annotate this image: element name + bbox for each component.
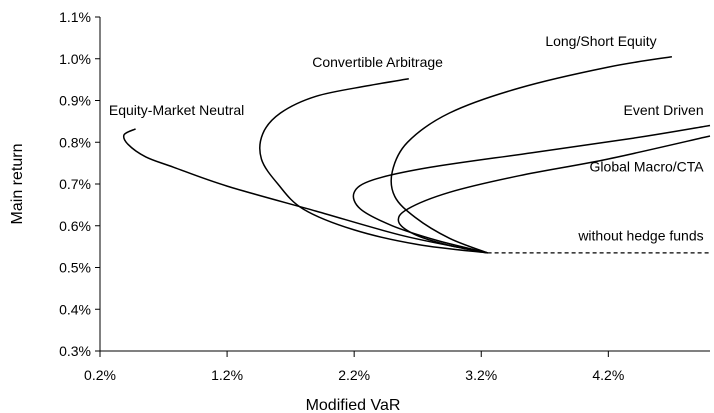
y-tick-label: 0.4% bbox=[59, 301, 91, 317]
y-tick-label: 0.7% bbox=[59, 176, 91, 192]
y-tick-label: 0.3% bbox=[59, 343, 91, 359]
x-tick-label: 4.2% bbox=[592, 367, 624, 383]
series-line-convertible-arbitrage bbox=[259, 78, 488, 254]
x-axis-title: Modified VaR bbox=[306, 397, 401, 413]
series-line-event-driven bbox=[352, 124, 711, 254]
series-label-global-macro-cta: Global Macro/CTA bbox=[590, 158, 705, 174]
y-axis-title: Main return bbox=[9, 144, 26, 225]
series-label-event-driven: Event Driven bbox=[623, 102, 703, 118]
x-tick-label: 3.2% bbox=[465, 367, 497, 383]
series-line-global-macro-cta bbox=[397, 135, 711, 254]
series-label-long-short-equity: Long/Short Equity bbox=[545, 33, 656, 49]
x-tick-label: 1.2% bbox=[211, 367, 243, 383]
series-label-without-hedge-funds: without hedge funds bbox=[577, 227, 703, 243]
series-labels: Equity-Market Neutral Convertible Arbitra… bbox=[109, 33, 704, 243]
plot-area: 0.3% 0.4% 0.5% 0.6% 0.7% 0.8% 0.9% 1.0% 1.1% 0.2… bbox=[59, 9, 711, 383]
series-label-equity-market-neutral: Equity-Market Neutral bbox=[109, 102, 244, 118]
series-line-long-short-equity bbox=[390, 55, 673, 254]
y-tick-label: 1.1% bbox=[59, 9, 91, 25]
y-tick-label: 1.0% bbox=[59, 51, 91, 67]
y-tick-label: 0.9% bbox=[59, 93, 91, 109]
y-tick-label: 0.6% bbox=[59, 218, 91, 234]
series-line-equity-market-neutral bbox=[122, 128, 488, 254]
x-tick-label: 2.2% bbox=[338, 367, 370, 383]
x-axis-ticks: 0.2% 1.2% 2.2% 3.2% 4.2% bbox=[84, 351, 624, 383]
x-tick-label: 0.2% bbox=[84, 367, 116, 383]
y-axis-ticks: 0.3% 0.4% 0.5% 0.6% 0.7% 0.8% 0.9% 1.0% 1.1% bbox=[59, 9, 100, 359]
y-tick-label: 0.5% bbox=[59, 260, 91, 276]
series-label-convertible-arbitrage: Convertible Arbitrage bbox=[312, 54, 443, 70]
y-tick-label: 0.8% bbox=[59, 134, 91, 150]
series-lines bbox=[122, 55, 711, 254]
